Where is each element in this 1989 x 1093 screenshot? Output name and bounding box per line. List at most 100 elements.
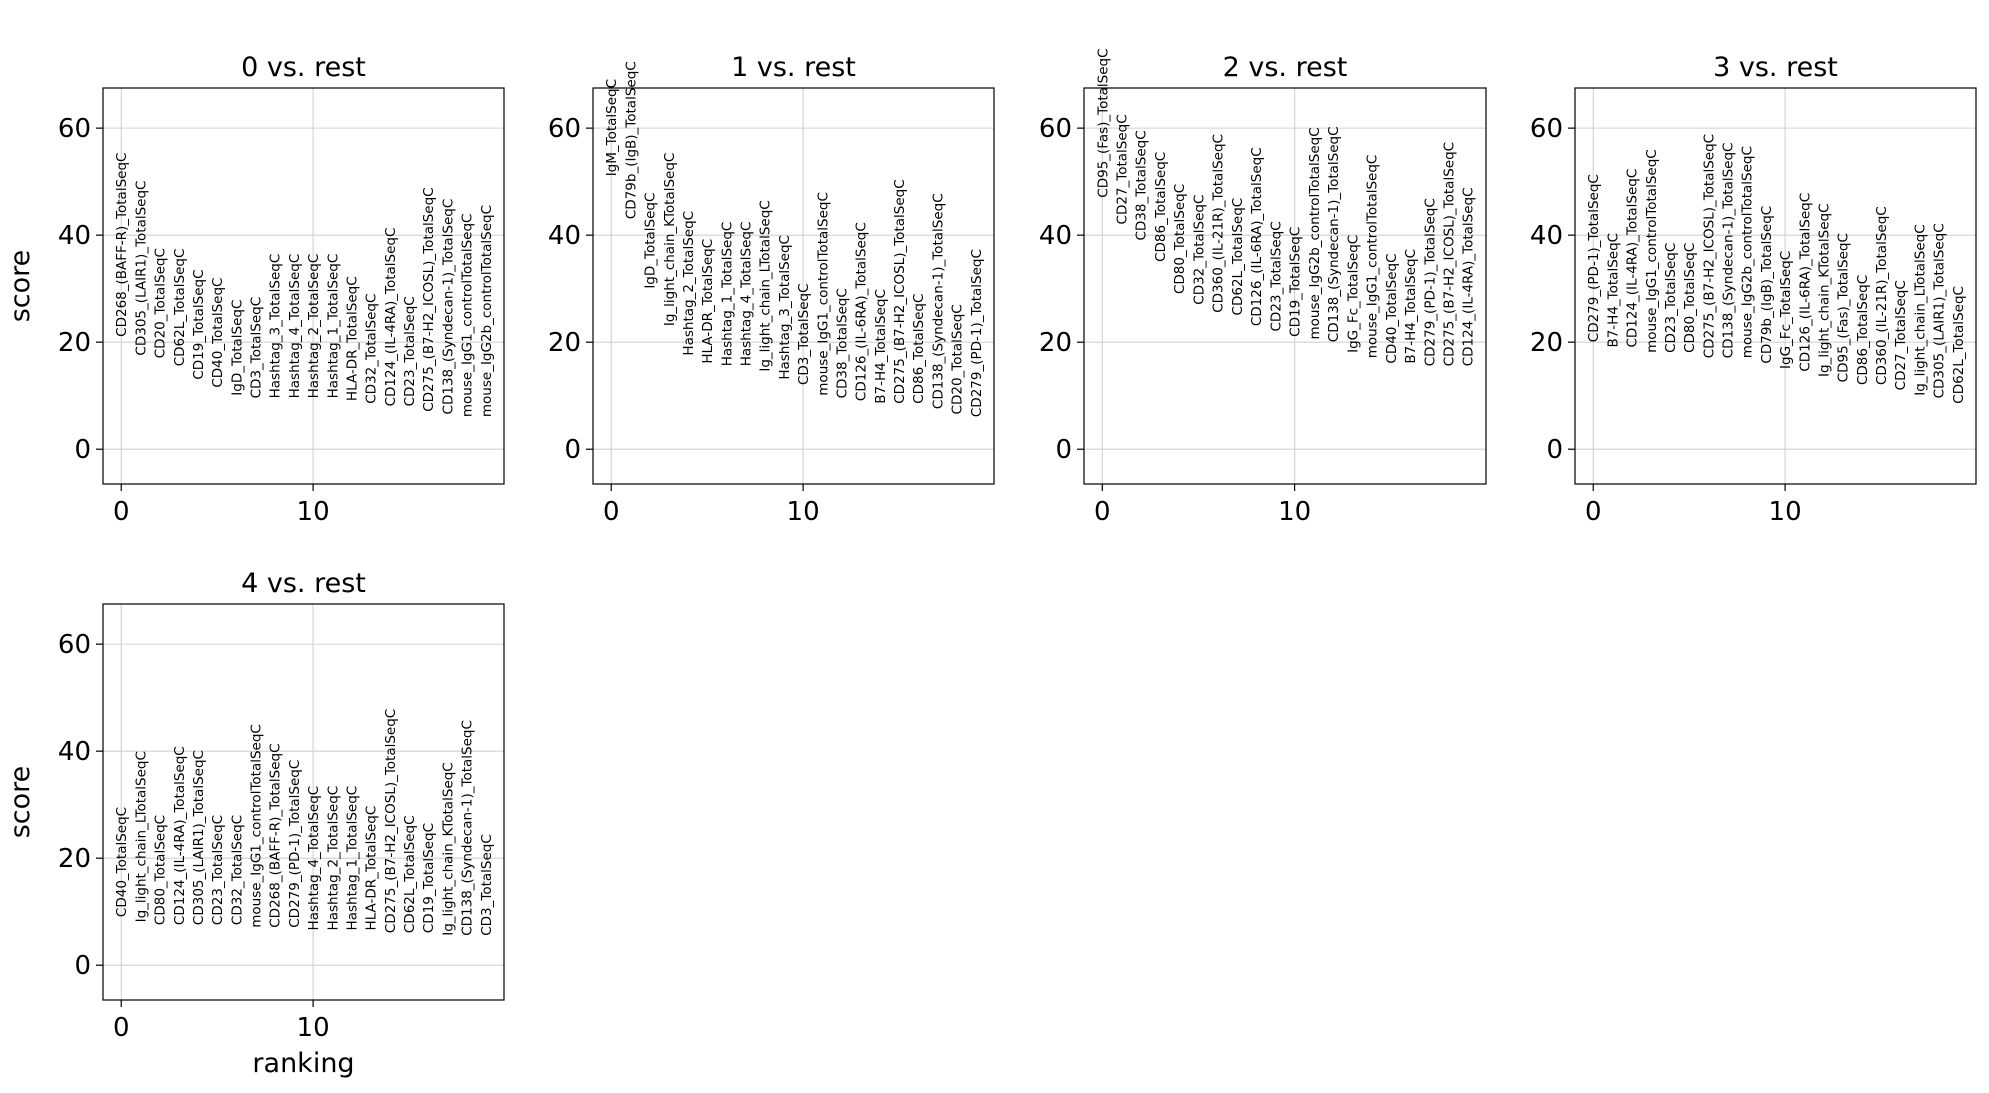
gene-label: CD275_(B7-H2_ICOSL)_TotalSeqC [1701, 134, 1717, 358]
axes-frame [102, 87, 505, 485]
y-tick-label: 60 [58, 114, 91, 144]
gene-label: CD32_TotalSeqC [1191, 195, 1207, 305]
gene-label: CD124_(IL-4RA)_TotalSeqC [1625, 169, 1641, 348]
gene-label: CD23_TotalSeqC [210, 815, 226, 925]
gene-label: CD62L_TotalSeqC [1230, 198, 1246, 316]
gene-label: B7-H4_TotalSeqC [873, 289, 889, 404]
gene-label: CD95_(Fas)_TotalSeqC [1095, 48, 1111, 197]
gene-label: CD138_(Syndecan-1)_TotalSeqC [1721, 143, 1737, 359]
gene-label: Hashtag_3_TotalSeqC [268, 254, 284, 399]
gene-label: CD79b_(IgB)_TotalSeqC [1759, 206, 1775, 364]
gene-label: Hashtag_4_TotalSeqC [306, 786, 322, 931]
gene-label: mouse_IgG2b_controlTotalSeqC [1740, 146, 1756, 358]
gene-label: CD124_(IL-4RA)_TotalSeqC [172, 746, 188, 925]
y-tick-label: 60 [548, 114, 581, 144]
panel-title: 3 vs. rest [1713, 52, 1838, 83]
gene-label: Hashtag_4_TotalSeqC [739, 222, 755, 367]
gene-label: CD80_TotalSeqC [1172, 184, 1188, 294]
gene-label: CD27_TotalSeqC [1893, 280, 1909, 390]
gene-label: mouse_IgG1_controlTotalSeqC [815, 192, 831, 396]
panel-title: 1 vs. rest [731, 52, 856, 83]
gene-label: CD305_(LAIR1)_TotalSeqC [1932, 223, 1948, 398]
gene-label: IgD_TotalSeqC [229, 300, 245, 396]
gene-label: CD38_TotalSeqC [834, 288, 850, 398]
gene-label: CD80_TotalSeqC [153, 815, 169, 925]
gene-label: CD138_(Syndecan-1)_TotalSeqC [460, 720, 476, 936]
gene-label: CD20_TotalSeqC [950, 304, 966, 414]
y-tick-label: 60 [1039, 114, 1072, 144]
gene-label: CD20_TotalSeqC [153, 248, 169, 358]
gene-label: CD138_(Syndecan-1)_TotalSeqC [1326, 126, 1342, 342]
panel-2: 0 10 0 20 40 60 2 vs. rest CD95_(Fas)_TotalSeqC… [1039, 48, 1487, 527]
gene-label: Hashtag_3_TotalSeqC [777, 235, 793, 380]
gene-label: CD360_(IL-21R)_TotalSeqC [1874, 206, 1890, 385]
gene-label: mouse_IgG2b_controlTotalSeqC [479, 205, 495, 417]
y-tick-label: 60 [1530, 114, 1563, 144]
gene-label: CD23_TotalSeqC [1663, 243, 1679, 353]
y-tick-label: 0 [74, 951, 91, 981]
gene-label: IgD_TotalSeqC [643, 193, 659, 289]
gene-label: CD275_(B7-H2_ICOSL)_TotalSeqC [892, 179, 908, 403]
gene-label: CD62L_TotalSeqC [172, 249, 188, 367]
gene-label: CD138_(Syndecan-1)_TotalSeqC [930, 193, 946, 409]
y-tick-label: 40 [1530, 221, 1563, 251]
gene-label: CD275_(B7-H2_ICOSL)_TotalSeqC [383, 709, 399, 933]
axes-frame [1574, 87, 1977, 485]
gene-label: CD79b_(IgB)_TotalSeqC [623, 61, 639, 219]
gene-label: CD268_(BAFF-R)_TotalSeqC [114, 153, 130, 337]
gene-label: CD275_(B7-H2_ICOSL)_TotalSeqC [421, 187, 437, 411]
gene-label: mouse_IgG1_controlTotalSeqC [249, 724, 265, 928]
gene-label: CD40_TotalSeqC [210, 278, 226, 388]
axes-frame [1083, 87, 1487, 485]
x-tick-label: 0 [113, 497, 130, 527]
gene-label: CD38_TotalSeqC [1134, 130, 1150, 240]
panel-0: 0 10 0 20 40 60 0 vs. rest score CD268_(BAFF-R)_… [5, 52, 505, 527]
gene-label: CD3_TotalSeqC [796, 283, 812, 385]
gene-label: B7-H4_TotalSeqC [1605, 233, 1621, 348]
gene-label: Hashtag_1_TotalSeqC [325, 254, 341, 399]
gene-label: Hashtag_1_TotalSeqC [344, 786, 360, 931]
gene-label: CD124_(IL-4RA)_TotalSeqC [383, 228, 399, 407]
gene-label: CD23_TotalSeqC [402, 296, 418, 406]
gene-label: CD27_TotalSeqC [1115, 114, 1131, 224]
y-tick-label: 0 [1546, 435, 1563, 465]
gene-label: mouse_IgG1_controlTotalSeqC [1365, 155, 1381, 359]
x-tick-label: 0 [1094, 497, 1111, 527]
y-axis-label: score [5, 766, 36, 839]
x-tick-label: 0 [603, 497, 620, 527]
gene-label: mouse_IgG1_controlTotalSeqC [460, 213, 476, 417]
gene-label: CD32_TotalSeqC [364, 294, 380, 404]
gene-label: CD279_(PD-1)_TotalSeqC [1586, 174, 1602, 342]
gene-label: CD275_(B7-H2_ICOSL)_TotalSeqC [1441, 142, 1457, 366]
x-tick-label: 10 [297, 1013, 330, 1043]
gene-label: CD3_TotalSeqC [479, 834, 495, 936]
gene-label: CD40_TotalSeqC [114, 807, 130, 917]
x-tick-label: 10 [787, 497, 820, 527]
gene-label: CD3_TotalSeqC [249, 297, 265, 399]
x-tick-label: 10 [1278, 497, 1311, 527]
gene-label: CD86_TotalSeqC [1855, 275, 1871, 385]
y-tick-label: 40 [58, 221, 91, 251]
axes-frame [102, 603, 505, 1001]
gene-label: CD62L_TotalSeqC [1951, 286, 1967, 404]
gene-label: CD19_TotalSeqC [191, 269, 207, 379]
axes-frame [592, 87, 995, 485]
gene-label: CD279_(PD-1)_TotalSeqC [1422, 198, 1438, 366]
gene-label: CD62L_TotalSeqC [402, 815, 418, 933]
y-tick-label: 20 [58, 844, 91, 874]
gene-label: B7-H4_TotalSeqC [1403, 249, 1419, 364]
gene-label: CD279_(PD-1)_TotalSeqC [969, 249, 985, 417]
gene-label: CD360_(IL-21R)_TotalSeqC [1211, 134, 1227, 313]
gene-label: Ig_light_chain_LTotalSeqC [758, 200, 774, 371]
gene-label: Hashtag_2_TotalSeqC [325, 786, 341, 931]
y-axis-label: score [5, 250, 36, 323]
gene-label: Ig_light_chain_KTotalSeqC [1816, 203, 1832, 376]
gene-label: CD279_(PD-1)_TotalSeqC [287, 760, 303, 928]
y-tick-label: 20 [1039, 328, 1072, 358]
gene-label: Hashtag_2_TotalSeqC [306, 254, 322, 399]
gene-label: CD86_TotalSeqC [1153, 152, 1169, 262]
gene-label: Ig_light_chain_KTotalSeqC [440, 762, 456, 935]
gene-label: CD305_(LAIR1)_TotalSeqC [133, 181, 149, 356]
gene-label: IgG_Fc_TotalSeqC [1345, 235, 1361, 353]
